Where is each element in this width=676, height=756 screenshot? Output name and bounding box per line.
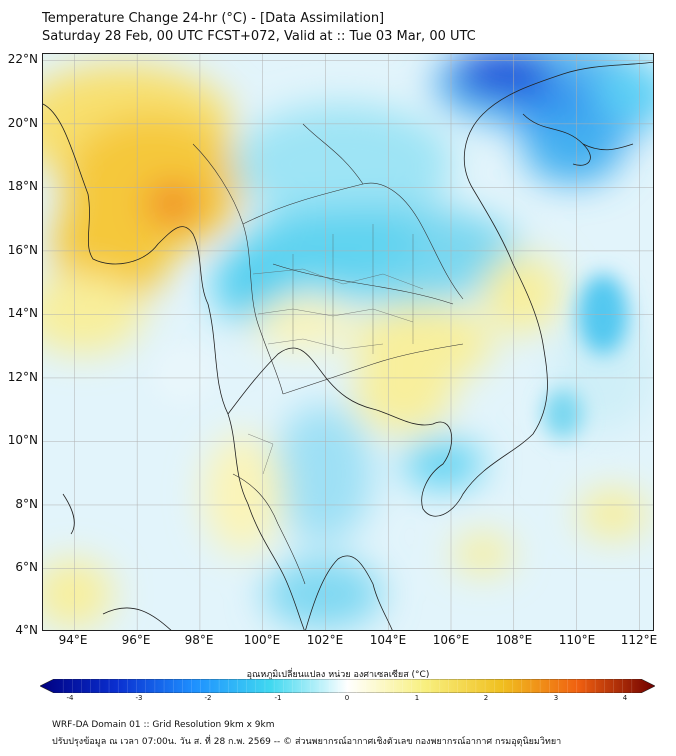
map-title: Temperature Change 24-hr (°C) - [Data As… (42, 11, 385, 26)
temperature-detail (153, 274, 628, 439)
lat-label-22: 22°N (7, 52, 38, 66)
colorbar-title: อุณหภูมิเปลี่ยนแปลง หน่วย องศาเซลเซียส (… (246, 670, 430, 680)
lon-label-106: 106°E (432, 633, 470, 647)
lat-label-14: 14°N (7, 306, 38, 320)
lat-label-6: 6°N (15, 560, 38, 574)
temperature-field (43, 54, 653, 629)
lat-label-16: 16°N (7, 243, 38, 257)
temperature-change-map (42, 53, 654, 631)
lon-label-104: 104°E (369, 633, 407, 647)
footer-model-info: WRF-DA Domain 01 :: Grid Resolution 9km … (52, 720, 275, 730)
map-title-block: Temperature Change 24-hr (°C) - [Data As… (42, 10, 476, 46)
colorbar-tick: 1 (414, 694, 420, 702)
lat-label-10: 10°N (7, 433, 38, 447)
colorbar-tick: 4 (622, 694, 628, 702)
lon-label-108: 108°E (495, 633, 533, 647)
colorbar-tick: 3 (553, 694, 559, 702)
lon-label-96: 96°E (121, 633, 151, 647)
lat-label-12: 12°N (7, 370, 38, 384)
lon-label-112: 112°E (620, 633, 658, 647)
lon-label-100: 100°E (243, 633, 281, 647)
map-canvas (43, 54, 653, 630)
national-borders (192, 123, 464, 585)
colorbar-gradient (40, 679, 655, 693)
lat-label-20: 20°N (7, 116, 38, 130)
provincial-borders (247, 224, 424, 475)
lon-label-102: 102°E (306, 633, 344, 647)
graticule (43, 54, 653, 630)
colorbar-tick: -3 (135, 694, 143, 702)
colorbar-tick: 2 (483, 694, 489, 702)
colorbar-tick: -2 (204, 694, 212, 702)
coastlines (43, 61, 653, 630)
colorbar-tick: -4 (66, 694, 74, 702)
colorbar (40, 679, 655, 693)
lon-label-110: 110°E (558, 633, 596, 647)
lat-label-8: 8°N (15, 497, 38, 511)
lat-label-18: 18°N (7, 179, 38, 193)
colorbar-tick: -1 (274, 694, 282, 702)
lat-label-4: 4°N (15, 623, 38, 637)
lon-label-98: 98°E (184, 633, 214, 647)
map-subtitle: Saturday 28 Feb, 00 UTC FCST+072, Valid … (42, 29, 476, 44)
colorbar-tick: 0 (344, 694, 350, 702)
footer-credits: ปรับปรุงข้อมูล ณ เวลา 07:00น. วัน ส. ที่… (52, 737, 562, 747)
lon-label-94: 94°E (58, 633, 88, 647)
